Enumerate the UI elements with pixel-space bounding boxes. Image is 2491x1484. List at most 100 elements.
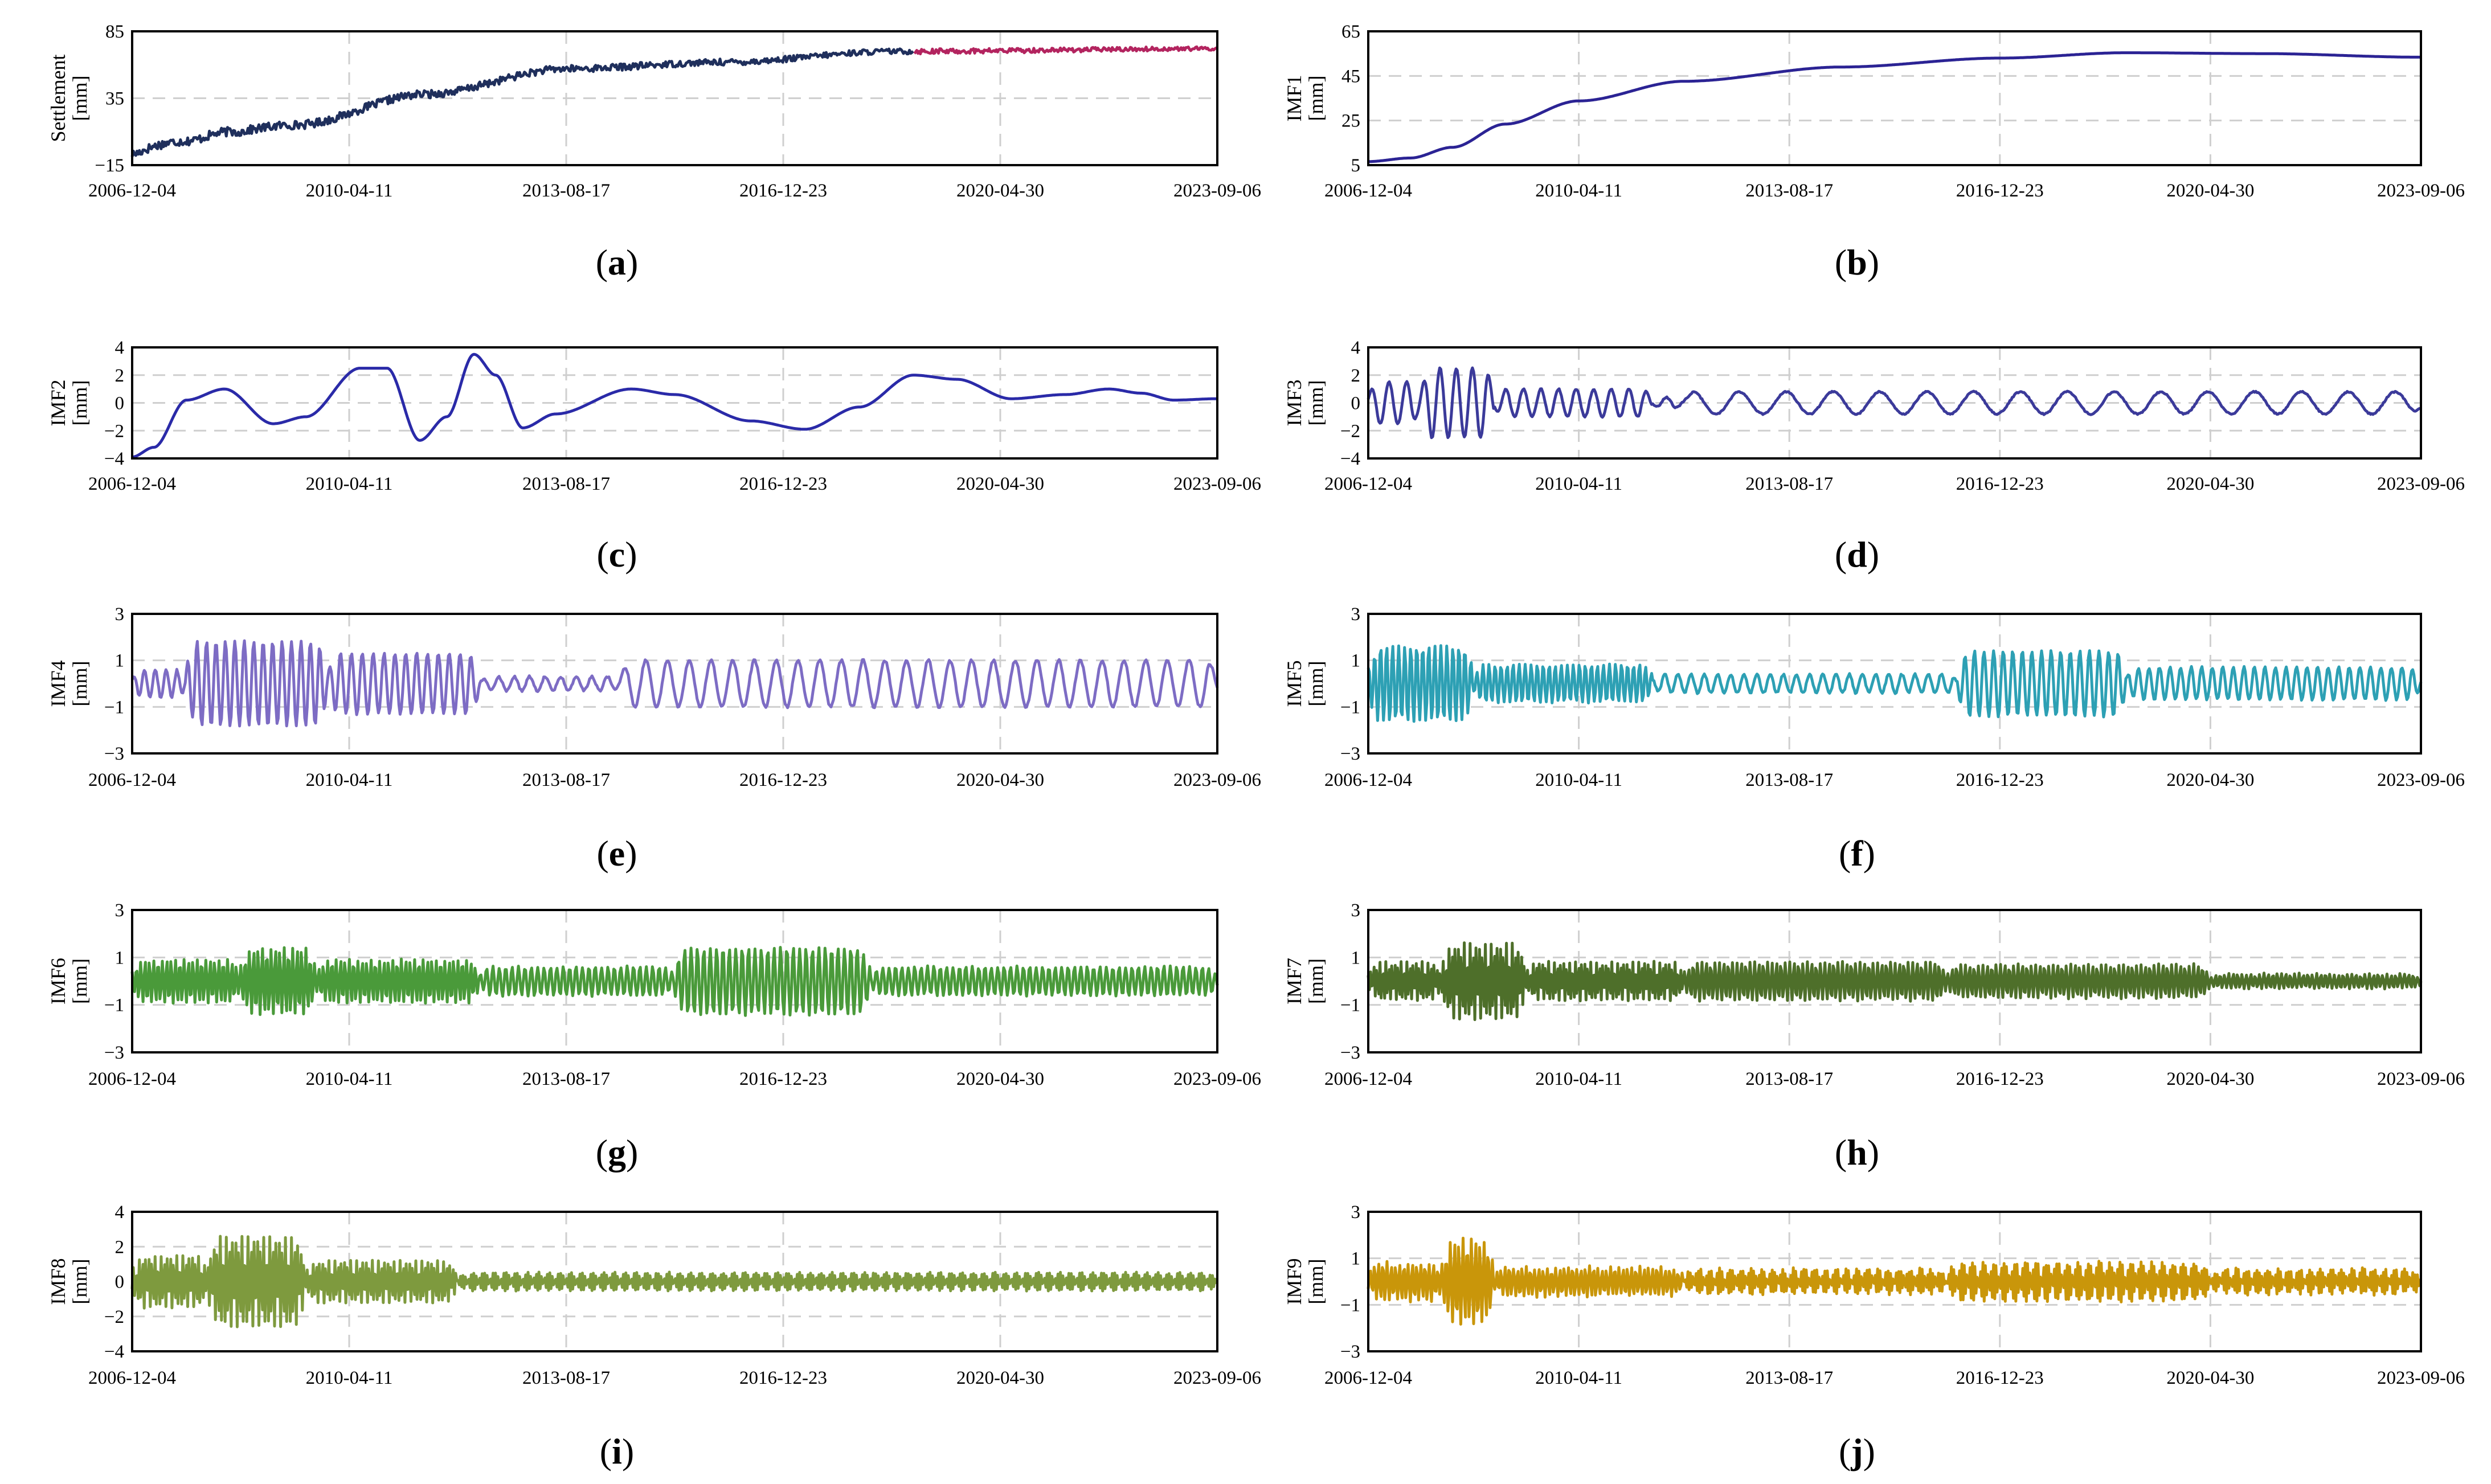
- x-tick-label: 2013-08-17: [1745, 770, 1833, 790]
- y-tick-label: 0: [115, 393, 125, 414]
- caption-letter: a: [608, 242, 626, 282]
- x-tick-label: 2020-04-30: [956, 770, 1044, 790]
- caption-open: (: [596, 833, 608, 874]
- y-axis-label-line: IMF5: [1283, 660, 1306, 707]
- plot-frame: [131, 30, 1218, 166]
- panel-caption: (f): [1839, 833, 1875, 874]
- series-line: [1368, 51, 2422, 163]
- x-tick-label: 2023-09-06: [2377, 1368, 2465, 1388]
- y-axis-label-line: IMF2: [47, 379, 69, 426]
- y-tick-label: −2: [1340, 421, 1360, 441]
- y-tick-label: −3: [1340, 744, 1360, 764]
- caption-close: ): [1867, 242, 1879, 282]
- panel-b: 65 45 25 5 2006-12-04 2010-04-11 2013-08-17 201…: [1283, 22, 2465, 282]
- y-axis-label-unit: [mm]: [68, 958, 91, 1004]
- y-axis-label: IMF3[mm]: [1283, 379, 1327, 426]
- caption-open: (: [1839, 1431, 1851, 1471]
- x-tick-label: 2010-04-11: [306, 1368, 393, 1388]
- y-tick-label: 1: [115, 651, 125, 671]
- x-tick-label: 2013-08-17: [1745, 181, 1833, 201]
- caption-open: (: [1839, 833, 1851, 874]
- plot-frame: [131, 909, 1218, 1053]
- x-tick-label: 2023-09-06: [1173, 1069, 1261, 1089]
- y-axis-label: IMF6[mm]: [47, 958, 91, 1005]
- x-tick-label: 2013-08-17: [1745, 1069, 1833, 1089]
- panel-caption: (a): [596, 242, 639, 282]
- plot-frame: [131, 1211, 1218, 1352]
- panel-g: 3 1 −1 −3 2006-12-04 2010-04-11 2013-08-17 2016…: [47, 900, 1261, 1173]
- y-tick-label: −1: [104, 995, 124, 1016]
- x-tick-label: 2010-04-11: [306, 181, 393, 201]
- x-tick-label: 2016-12-23: [1956, 181, 2044, 201]
- x-tick-label: 2020-04-30: [2166, 1069, 2254, 1089]
- y-tick-label: 3: [115, 900, 125, 921]
- caption-close: ): [622, 1431, 634, 1471]
- caption-close: ): [1863, 1431, 1875, 1471]
- x-tick-label: 2006-12-04: [1324, 474, 1412, 494]
- x-tick-label: 2016-12-23: [1956, 1069, 2044, 1089]
- y-tick-label: −1: [1340, 995, 1360, 1016]
- x-tick-label: 2023-09-06: [2377, 770, 2465, 790]
- y-tick-label: 1: [115, 948, 125, 968]
- y-tick-label: −4: [104, 1342, 124, 1362]
- panel-i: 4 2 0 −2 −4 2006-12-04 2010-04-11 2013-08-17 201…: [47, 1202, 1261, 1471]
- y-tick-label: 25: [1341, 111, 1360, 132]
- series-line: [1367, 366, 2422, 440]
- caption-open: (: [596, 242, 608, 282]
- y-tick-label: −3: [104, 744, 124, 764]
- panel-caption: (c): [596, 534, 637, 575]
- y-axis-label: IMF2[mm]: [47, 379, 91, 426]
- panel-a: 85 35 −15 2006-12-04 2010-04-11 2013-08-17 201…: [47, 22, 1261, 282]
- x-tick-label: 2016-12-23: [739, 770, 827, 790]
- y-tick-label: 3: [1351, 900, 1361, 921]
- x-tick-label: 2006-12-04: [1324, 181, 1412, 201]
- series-line: [130, 946, 1219, 1017]
- caption-close: ): [625, 534, 637, 575]
- y-axis-label-unit: [mm]: [68, 661, 91, 707]
- panel-caption: (h): [1835, 1132, 1879, 1173]
- y-tick-label: 35: [105, 89, 124, 109]
- x-tick-label: 2006-12-04: [1324, 1368, 1412, 1388]
- x-tick-label: 2016-12-23: [1956, 1368, 2044, 1388]
- x-tick-label: 2023-09-06: [2377, 181, 2465, 201]
- y-tick-label: 1: [1351, 651, 1361, 671]
- caption-close: ): [1863, 833, 1875, 874]
- caption-letter: j: [1850, 1431, 1863, 1471]
- x-tick-label: 2023-09-06: [1173, 1368, 1261, 1388]
- y-tick-label: −1: [1340, 1295, 1360, 1315]
- y-tick-label: 4: [115, 338, 125, 358]
- x-tick-label: 2006-12-04: [88, 474, 176, 494]
- caption-letter: h: [1847, 1132, 1867, 1173]
- y-tick-label: 1: [1351, 1249, 1361, 1269]
- series-line: [1367, 1236, 2422, 1326]
- x-tick-label: 2023-09-06: [2377, 474, 2465, 494]
- y-axis-label: IMF8[mm]: [47, 1258, 91, 1305]
- x-tick-label: 2006-12-04: [88, 181, 176, 201]
- x-tick-label: 2020-04-30: [956, 181, 1044, 201]
- x-tick-label: 2020-04-30: [956, 474, 1044, 494]
- panel-caption: (i): [600, 1431, 634, 1471]
- y-tick-label: −3: [1340, 1342, 1360, 1362]
- caption-letter: d: [1847, 534, 1867, 575]
- y-tick-label: 3: [1351, 1202, 1361, 1223]
- y-tick-label: −2: [104, 1307, 124, 1327]
- y-axis-label: IMF9[mm]: [1283, 1258, 1327, 1305]
- y-tick-label: −4: [1340, 449, 1360, 469]
- y-axis-label-unit: [mm]: [1304, 76, 1327, 121]
- series-line: [1367, 941, 2423, 1022]
- caption-open: (: [600, 1431, 612, 1471]
- x-tick-label: 2010-04-11: [1535, 1069, 1622, 1089]
- y-axis-label-line: IMF1: [1283, 75, 1306, 121]
- x-tick-label: 2010-04-11: [1535, 770, 1622, 790]
- caption-open: (: [1835, 534, 1847, 575]
- caption-close: ): [626, 242, 638, 282]
- panel-d: 4 2 0 −2 −4 2006-12-04 2010-04-11 2013-08-17 201…: [1283, 338, 2465, 575]
- x-tick-label: 2016-12-23: [739, 1069, 827, 1089]
- x-tick-label: 2006-12-04: [88, 1368, 176, 1388]
- caption-letter: c: [609, 534, 625, 575]
- y-axis-label-line: IMF3: [1283, 379, 1306, 426]
- panel-c: 4 2 0 −2 −4 2006-12-04 2010-04-11 2013-08-17 201…: [47, 338, 1261, 575]
- panel-caption: (d): [1835, 534, 1879, 575]
- y-tick-label: 0: [1351, 393, 1361, 414]
